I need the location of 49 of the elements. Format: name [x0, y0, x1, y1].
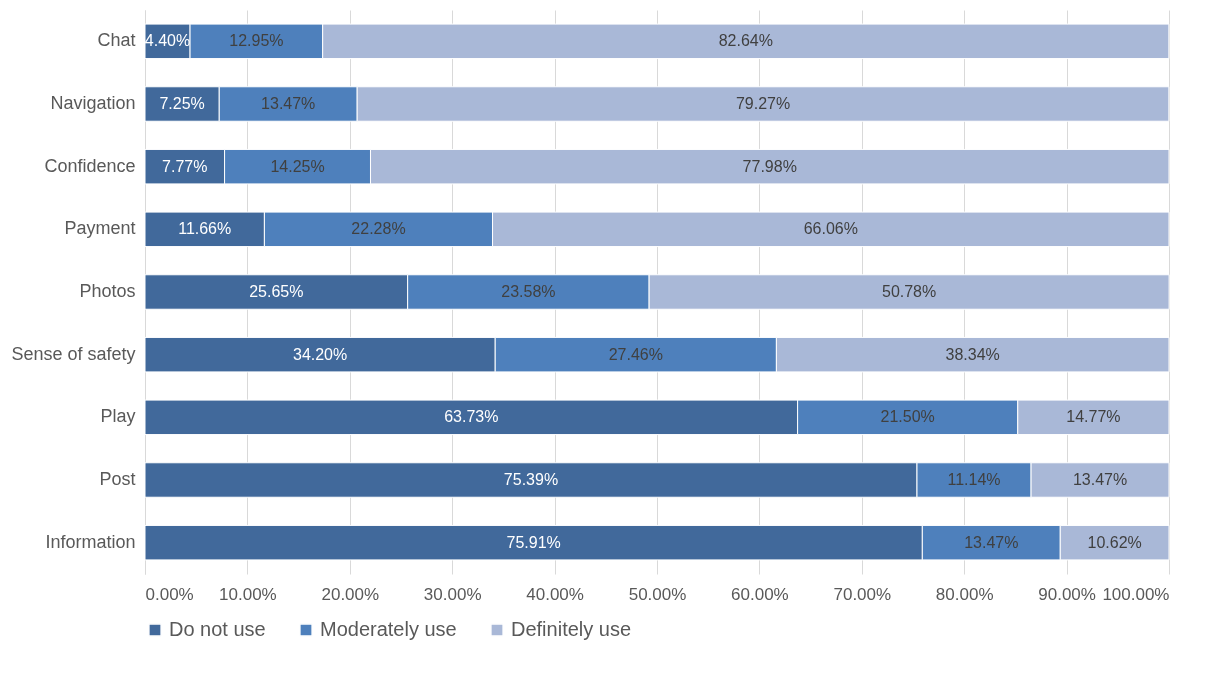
data-label: 66.06% [803, 220, 858, 238]
data-label: 75.39% [503, 471, 559, 488]
x-tick-label: 0.00% [145, 584, 194, 604]
data-label: 10.62% [1087, 533, 1142, 551]
data-label: 23.58% [501, 283, 556, 300]
legend-label: Definitely use [511, 618, 632, 640]
data-label: 14.77% [1066, 408, 1121, 426]
data-label: 63.73% [444, 408, 499, 426]
x-tick-label: 70.00% [833, 584, 892, 604]
data-label: 11.66% [178, 220, 232, 238]
y-tick-label: Information [45, 531, 136, 552]
data-label: 13.47% [261, 95, 316, 112]
data-label: 7.25% [159, 95, 205, 112]
legend-label: Moderately use [320, 618, 457, 640]
x-tick-label: 40.00% [526, 584, 584, 604]
data-label: 79.27% [735, 95, 791, 112]
y-tick-label: Navigation [50, 93, 136, 113]
data-label: 34.20% [292, 345, 348, 363]
x-tick-label: 60.00% [731, 584, 789, 604]
x-tick-label: 10.00% [219, 584, 277, 604]
data-label: 50.78% [881, 283, 937, 300]
x-tick-label: 50.00% [628, 584, 687, 604]
data-label: 22.28% [351, 220, 406, 238]
data-label: 25.65% [249, 283, 304, 300]
data-label: 77.98% [742, 157, 797, 175]
y-tick-label: Post [99, 469, 136, 489]
data-label: 7.77% [162, 157, 208, 175]
y-tick-label: Photos [79, 281, 136, 301]
data-label: 11.14% [947, 471, 1001, 488]
x-tick-label: 80.00% [935, 584, 994, 604]
y-tick-label: Sense of safety [11, 343, 136, 364]
data-label: 13.47% [964, 533, 1019, 551]
x-tick-label: 30.00% [423, 584, 482, 604]
y-tick-label: Payment [64, 218, 136, 239]
data-label: 14.25% [270, 157, 325, 175]
data-label: 21.50% [880, 408, 935, 426]
data-label: 38.34% [945, 345, 1000, 363]
legend-label: Do not use [169, 618, 266, 640]
data-label: 12.95% [229, 32, 284, 50]
x-tick-label: 20.00% [321, 584, 380, 604]
data-label: 75.91% [506, 533, 561, 551]
y-tick-label: Chat [97, 30, 136, 51]
x-tick-label: 90.00% [1038, 584, 1096, 604]
data-label: 82.64% [718, 32, 773, 50]
x-tick-label: 100.00% [1102, 584, 1170, 604]
data-label: 27.46% [608, 345, 663, 363]
data-label: 13.47% [1072, 471, 1128, 488]
y-tick-label: Confidence [44, 155, 136, 176]
y-tick-label: Play [100, 406, 136, 427]
